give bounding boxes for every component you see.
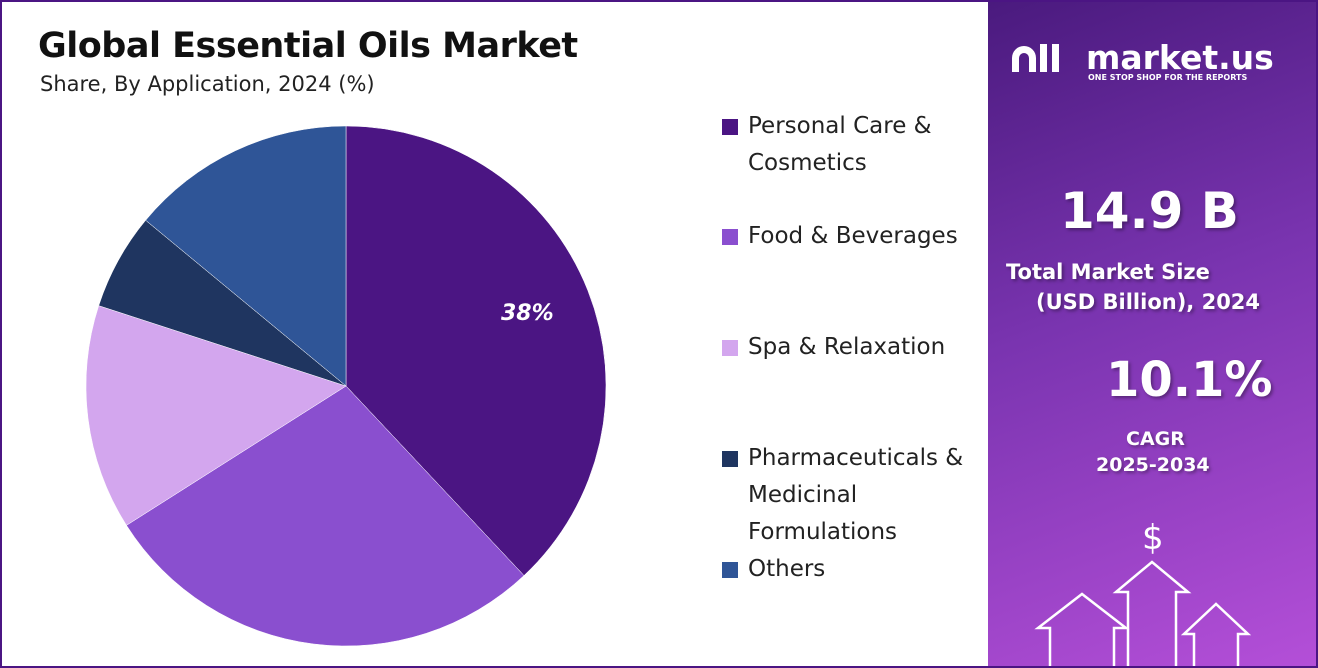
cagr-period: 2025-2034 [1096, 454, 1210, 476]
legend-entry: Food & Beverages [722, 218, 972, 255]
legend-swatch [722, 229, 738, 245]
brand: market.us [1086, 38, 1274, 77]
legend-entry: Personal Care & Cosmetics [722, 108, 972, 182]
pie-slice [145, 125, 347, 387]
arrows [1034, 560, 1252, 666]
data-label: 38% [501, 301, 554, 326]
legend-entry: Pharmaceuticals & Medicinal Formulations [722, 440, 972, 551]
cagr: 10.1% [1106, 352, 1273, 408]
legend-label: Food & Beverages [748, 223, 958, 249]
currency-symbol: $ [1142, 518, 1164, 558]
legend-entry: Spa & Relaxation [722, 329, 972, 366]
legend-swatch [722, 451, 738, 467]
market-size-unit: (USD Billion), 2024 [1036, 290, 1261, 314]
chart-subtitle: Share, By Application, 2024 (%) [40, 72, 375, 96]
pie-slice [85, 305, 347, 526]
pie-chart: 38% [85, 125, 607, 647]
panel-decor [1012, 44, 1252, 666]
cagr-label: CAGR [1126, 428, 1185, 450]
pie-slice [126, 385, 525, 647]
market-size-label: Total Market Size [1006, 260, 1210, 284]
legend-label: Personal Care & Cosmetics [748, 113, 932, 176]
legend-swatch [722, 119, 738, 135]
pie-slice [345, 125, 607, 576]
legend-swatch [722, 562, 738, 578]
legend-label: Spa & Relaxation [748, 334, 946, 360]
info-panel: market.us ONE STOP SHOP FOR THE REPORTS … [988, 2, 1316, 666]
brand-logo [1012, 44, 1059, 72]
market-size: 14.9 B [1060, 182, 1239, 240]
legend-label: Others [748, 556, 826, 582]
legend-label: Pharmaceuticals & Medicinal Formulations [748, 445, 964, 545]
chart-title: Global Essential Oils Market [38, 26, 578, 66]
legend-entry: Others [722, 551, 972, 588]
tagline: ONE STOP SHOP FOR THE REPORTS [1088, 73, 1248, 82]
legend-swatch [722, 340, 738, 356]
